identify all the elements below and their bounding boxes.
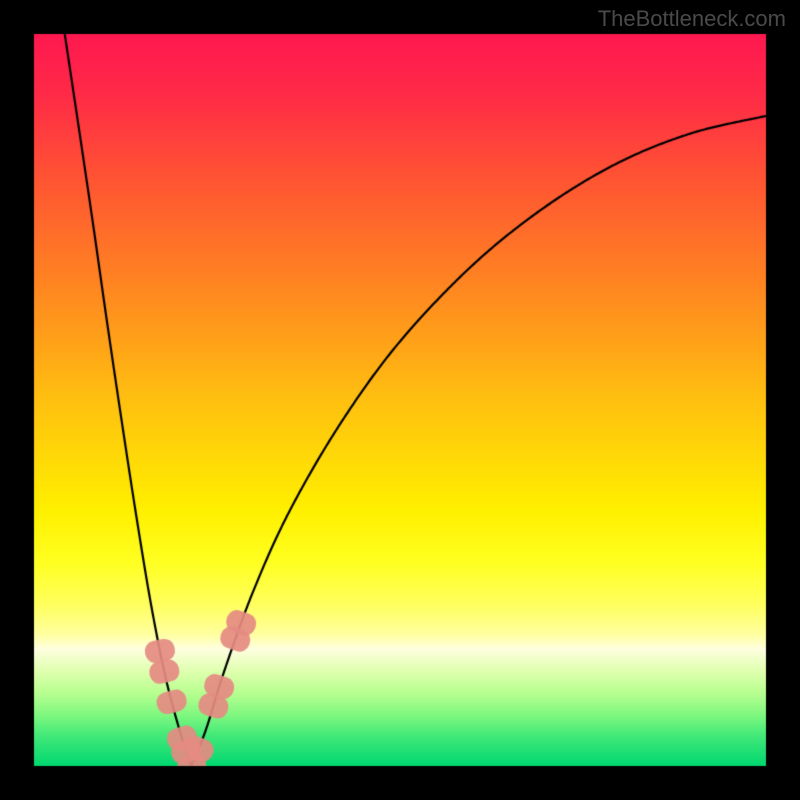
chart-container: TheBottleneck.com — [0, 0, 800, 800]
watermark-text: TheBottleneck.com — [598, 6, 786, 32]
bottleneck-chart-canvas — [0, 0, 800, 800]
